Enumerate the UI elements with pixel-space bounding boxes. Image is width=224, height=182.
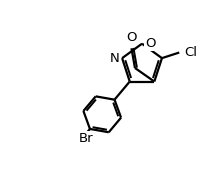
Text: Cl: Cl bbox=[184, 46, 197, 59]
Text: O: O bbox=[145, 37, 155, 50]
Text: N: N bbox=[110, 52, 119, 65]
Text: Br: Br bbox=[79, 132, 93, 145]
Text: O: O bbox=[126, 31, 137, 44]
